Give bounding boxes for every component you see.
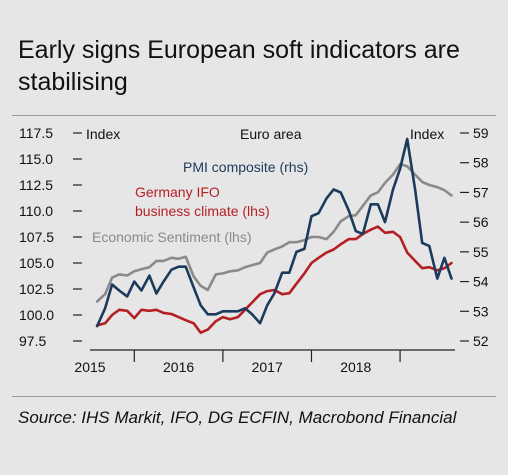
x-tick-label: 2018 xyxy=(340,359,371,375)
series-label-esi: Economic Sentiment (lhs) xyxy=(92,229,252,245)
left-tick-label: 110.0 xyxy=(19,203,53,219)
right-tick-label: 52 xyxy=(473,333,489,349)
left-tick-label: 97.5 xyxy=(19,333,46,349)
chart-title: Early signs European soft indicators are… xyxy=(18,36,460,96)
left-tick-label: 107.5 xyxy=(19,229,54,245)
left-tick-label: 105.0 xyxy=(19,255,54,271)
region-label: Euro area xyxy=(240,126,302,142)
right-tick-label: 53 xyxy=(473,303,489,319)
series-label-ifo-line2: business climate (lhs) xyxy=(135,203,270,219)
x-tick-label: 2015 xyxy=(74,359,105,375)
top-divider xyxy=(12,115,496,116)
left-tick-label: 102.5 xyxy=(19,281,54,297)
right-tick-label: 59 xyxy=(473,125,489,141)
right-axis: 59 58 57 56 55 54 53 52 xyxy=(460,125,489,349)
left-tick-label: 117.5 xyxy=(19,125,53,141)
economic-sentiment-line xyxy=(95,162,453,303)
series-label-ifo-line1: Germany IFO xyxy=(135,184,220,200)
left-tick-label: 112.5 xyxy=(19,177,53,193)
x-axis: 2015 2016 2017 2018 xyxy=(74,349,455,375)
x-tick-label: 2017 xyxy=(252,359,283,375)
series-label-pmi: PMI composite (rhs) xyxy=(183,159,308,175)
right-tick-label: 54 xyxy=(473,274,489,290)
series-layer xyxy=(95,137,453,335)
chart-svg: 117.5 115.0 112.5 110.0 107.5 105.0 102.5 100.0… xyxy=(19,125,489,375)
x-tick-label: 2016 xyxy=(163,359,194,375)
right-tick-label: 56 xyxy=(473,214,489,230)
pmi-composite-line xyxy=(95,137,453,328)
right-tick-label: 57 xyxy=(473,184,489,200)
right-tick-label: 55 xyxy=(473,244,489,260)
right-axis-label: Index xyxy=(410,126,444,142)
source-note: Source: IHS Markit, IFO, DG ECFIN, Macro… xyxy=(18,408,457,427)
left-tick-label: 100.0 xyxy=(19,307,54,323)
right-tick-label: 58 xyxy=(473,155,489,171)
left-axis-label: Index xyxy=(86,126,120,142)
bottom-divider xyxy=(12,396,496,397)
left-axis: 117.5 115.0 112.5 110.0 107.5 105.0 102.5 100.0… xyxy=(19,125,82,349)
left-tick-label: 115.0 xyxy=(19,151,53,167)
